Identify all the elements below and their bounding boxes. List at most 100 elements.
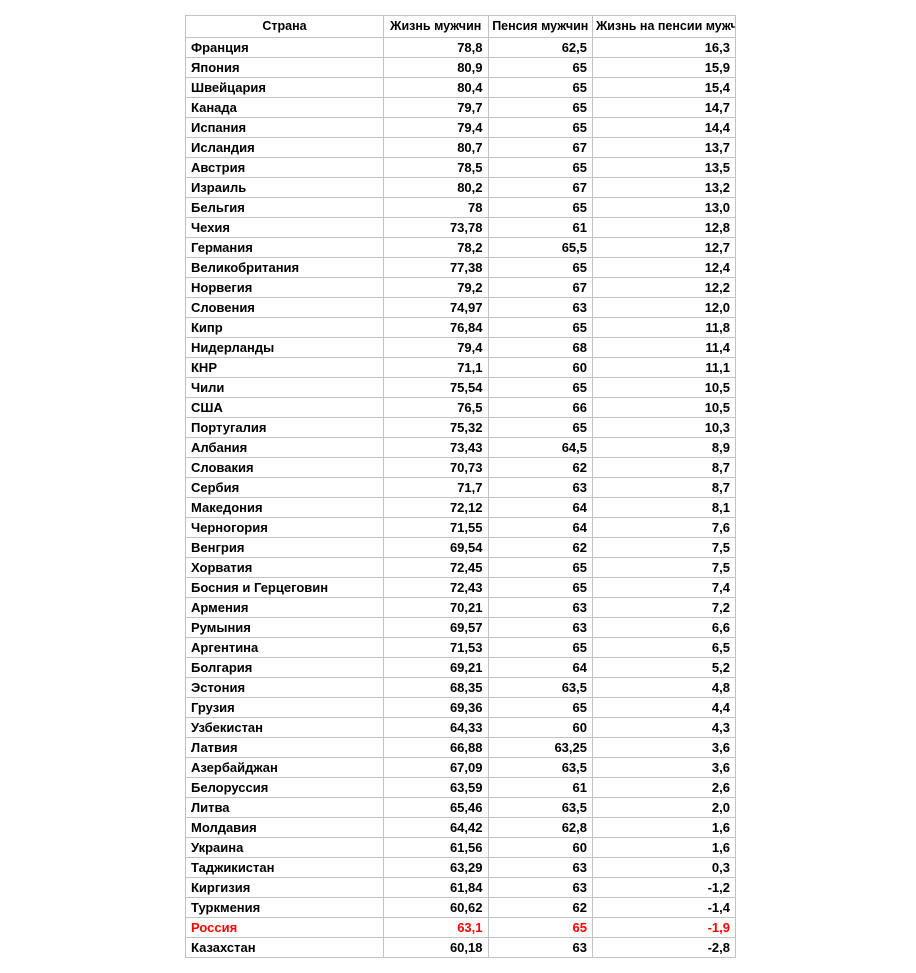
cell-life: 79,7 [384,98,489,118]
table-row: Россия63,165-1,9 [186,918,736,938]
table-row: Швейцария80,46515,4 [186,78,736,98]
cell-pension: 61 [488,218,593,238]
cell-retire: 10,3 [593,418,736,438]
cell-life: 60,18 [384,938,489,958]
cell-retire: 10,5 [593,378,736,398]
cell-life: 80,2 [384,178,489,198]
cell-pension: 62 [488,898,593,918]
cell-life: 76,5 [384,398,489,418]
table-row: Литва65,4663,52,0 [186,798,736,818]
cell-pension: 63 [488,878,593,898]
cell-retire: 14,7 [593,98,736,118]
cell-pension: 63 [488,858,593,878]
cell-life: 78,2 [384,238,489,258]
cell-life: 63,29 [384,858,489,878]
cell-pension: 63 [488,478,593,498]
cell-retire: 4,4 [593,698,736,718]
cell-pension: 65 [488,918,593,938]
cell-life: 72,43 [384,578,489,598]
cell-country: Литва [186,798,384,818]
table-row: Исландия80,76713,7 [186,138,736,158]
cell-pension: 63 [488,598,593,618]
table-row: Испания79,46514,4 [186,118,736,138]
cell-retire: 12,2 [593,278,736,298]
cell-country: Великобритания [186,258,384,278]
cell-retire: 7,2 [593,598,736,618]
cell-pension: 65 [488,558,593,578]
table-row: Эстония68,3563,54,8 [186,678,736,698]
cell-retire: 5,2 [593,658,736,678]
cell-life: 73,78 [384,218,489,238]
cell-country: Албания [186,438,384,458]
cell-retire: 12,7 [593,238,736,258]
cell-retire: 11,4 [593,338,736,358]
table-row: Франция78,862,516,3 [186,38,736,58]
table-row: Израиль80,26713,2 [186,178,736,198]
cell-retire: 1,6 [593,838,736,858]
table-row: Армения70,21637,2 [186,598,736,618]
cell-country: Португалия [186,418,384,438]
col-life: Жизнь мужчин [384,16,489,38]
cell-country: Нидерланды [186,338,384,358]
col-retire: Жизнь на пенсии мужчин [593,16,736,38]
col-pension: Пенсия мужчин [488,16,593,38]
cell-life: 66,88 [384,738,489,758]
table-row: Молдавия64,4262,81,6 [186,818,736,838]
cell-country: Киргизия [186,878,384,898]
cell-pension: 65 [488,698,593,718]
table-row: Грузия69,36654,4 [186,698,736,718]
cell-life: 78 [384,198,489,218]
cell-country: Армения [186,598,384,618]
cell-pension: 65 [488,258,593,278]
cell-pension: 63,25 [488,738,593,758]
table-row: Туркмения60,6262-1,4 [186,898,736,918]
cell-country: Франция [186,38,384,58]
cell-retire: 13,5 [593,158,736,178]
cell-country: Аргентина [186,638,384,658]
table-row: Канада79,76514,7 [186,98,736,118]
table-row: Белоруссия63,59612,6 [186,778,736,798]
cell-life: 64,42 [384,818,489,838]
cell-life: 70,21 [384,598,489,618]
table-row: Босния и Герцеговин72,43657,4 [186,578,736,598]
cell-pension: 65 [488,378,593,398]
cell-retire: 16,3 [593,38,736,58]
cell-life: 79,4 [384,338,489,358]
table-row: Сербия71,7638,7 [186,478,736,498]
cell-pension: 67 [488,138,593,158]
cell-country: Латвия [186,738,384,758]
cell-life: 80,4 [384,78,489,98]
cell-retire: 7,5 [593,538,736,558]
cell-life: 77,38 [384,258,489,278]
cell-country: Болгария [186,658,384,678]
table-row: Таджикистан63,29630,3 [186,858,736,878]
cell-pension: 65 [488,578,593,598]
cell-country: Канада [186,98,384,118]
cell-retire: -2,8 [593,938,736,958]
cell-pension: 63 [488,298,593,318]
cell-life: 73,43 [384,438,489,458]
col-country: Страна [186,16,384,38]
cell-pension: 62,8 [488,818,593,838]
cell-retire: -1,9 [593,918,736,938]
cell-pension: 62,5 [488,38,593,58]
cell-pension: 63,5 [488,798,593,818]
cell-retire: 11,8 [593,318,736,338]
cell-life: 80,9 [384,58,489,78]
cell-pension: 67 [488,178,593,198]
cell-country: Бельгия [186,198,384,218]
cell-country: Хорватия [186,558,384,578]
cell-country: Австрия [186,158,384,178]
cell-retire: 12,0 [593,298,736,318]
table-row: Казахстан60,1863-2,8 [186,938,736,958]
cell-pension: 64 [488,498,593,518]
table-row: Австрия78,56513,5 [186,158,736,178]
cell-life: 78,5 [384,158,489,178]
cell-country: Россия [186,918,384,938]
cell-country: Венгрия [186,538,384,558]
table-row: Словакия70,73628,7 [186,458,736,478]
table-row: Венгрия69,54627,5 [186,538,736,558]
cell-country: Босния и Герцеговин [186,578,384,598]
cell-pension: 60 [488,718,593,738]
table-row: Япония80,96515,9 [186,58,736,78]
